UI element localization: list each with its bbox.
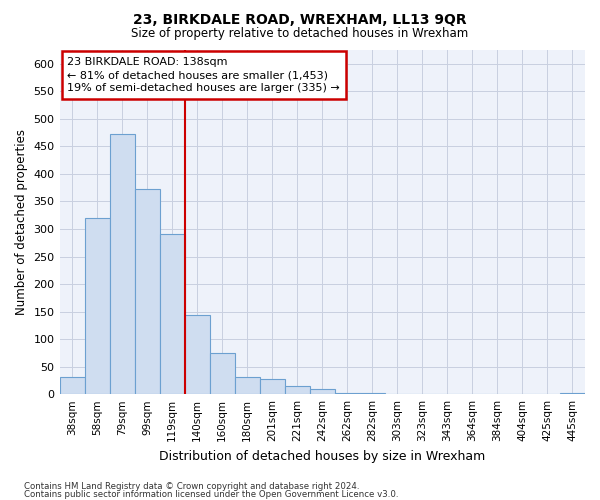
Bar bbox=[185, 316, 209, 394]
Bar bbox=[110, 134, 134, 394]
Text: 23, BIRKDALE ROAD, WREXHAM, LL13 9QR: 23, BIRKDALE ROAD, WREXHAM, LL13 9QR bbox=[133, 12, 467, 26]
Text: 23 BIRKDALE ROAD: 138sqm
← 81% of detached houses are smaller (1,453)
19% of sem: 23 BIRKDALE ROAD: 138sqm ← 81% of detach… bbox=[67, 57, 340, 94]
Bar bbox=[235, 376, 260, 394]
Y-axis label: Number of detached properties: Number of detached properties bbox=[15, 129, 28, 315]
Bar bbox=[209, 353, 235, 394]
Bar bbox=[560, 392, 585, 394]
Text: Contains public sector information licensed under the Open Government Licence v3: Contains public sector information licen… bbox=[24, 490, 398, 499]
Bar bbox=[59, 376, 85, 394]
Bar bbox=[260, 379, 285, 394]
Bar bbox=[160, 234, 185, 394]
Text: Size of property relative to detached houses in Wrexham: Size of property relative to detached ho… bbox=[131, 28, 469, 40]
Bar bbox=[285, 386, 310, 394]
Bar bbox=[310, 389, 335, 394]
Bar bbox=[85, 218, 110, 394]
Bar bbox=[360, 393, 385, 394]
Bar bbox=[335, 392, 360, 394]
Bar bbox=[134, 190, 160, 394]
Text: Contains HM Land Registry data © Crown copyright and database right 2024.: Contains HM Land Registry data © Crown c… bbox=[24, 482, 359, 491]
X-axis label: Distribution of detached houses by size in Wrexham: Distribution of detached houses by size … bbox=[159, 450, 485, 462]
